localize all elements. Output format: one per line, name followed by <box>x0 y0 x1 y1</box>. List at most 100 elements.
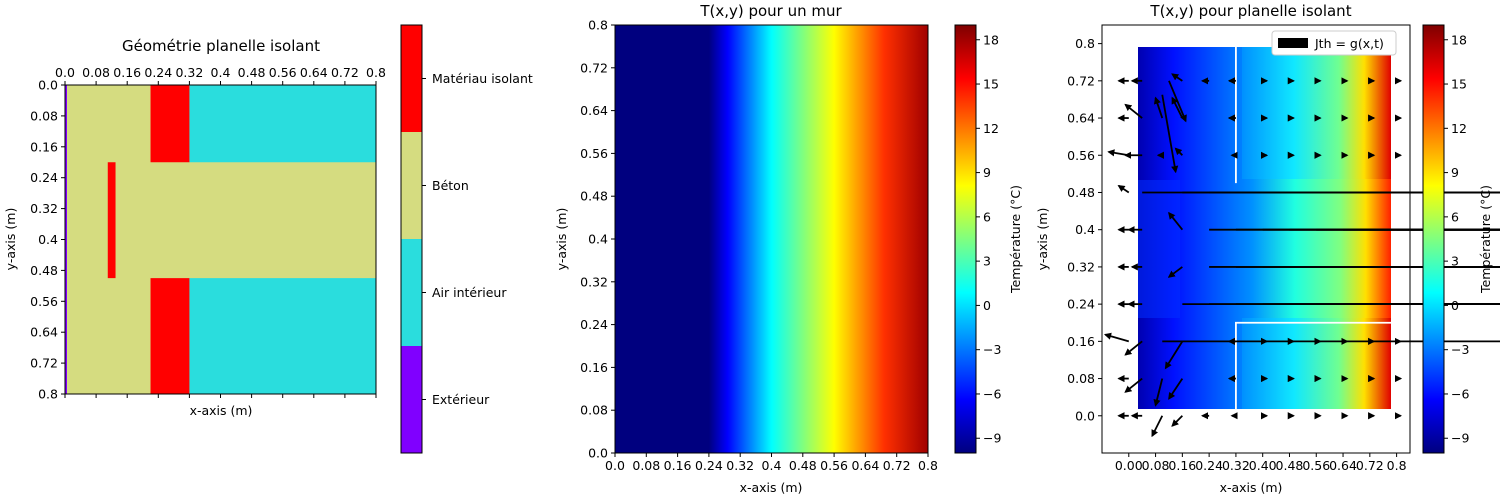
geometry-y-tick-label: 0.32 <box>30 201 58 216</box>
geometry-y-ticks: 0.0 0.08 0.16 0.24 0.32 0.4 0.48 0.56 0.64 0.72 0.… <box>30 78 65 402</box>
legend-box <box>1271 30 1397 56</box>
legend-arrow-swatch <box>1278 38 1308 48</box>
colorbar-tick-label: 0 <box>1451 298 1459 313</box>
planelle-x-label: x-axis (m) <box>1220 480 1283 495</box>
region-matériau-isolant <box>150 278 190 394</box>
wall-y-tick-label: 0.16 <box>580 360 608 375</box>
planelle-air-top-field <box>1242 47 1391 179</box>
geometry-x-tick-label: 0.72 <box>331 65 359 80</box>
colorbar-tick-label: 3 <box>983 254 991 269</box>
wall-y-tick-label: 0.0 <box>588 446 608 461</box>
wall-x-tick-label: 0.72 <box>883 458 911 473</box>
wall-x-label: x-axis (m) <box>740 480 803 495</box>
flux-arrow <box>1167 266 1183 278</box>
colorbar-tick-label: −3 <box>1451 342 1469 357</box>
flux-arrow <box>1153 378 1164 407</box>
planelle-x-tick-label: 0.72 <box>1356 458 1384 473</box>
planelle-y-tick-label: 0.56 <box>1067 148 1095 163</box>
region-extérieur <box>65 85 67 394</box>
flux-arrow <box>1124 340 1143 356</box>
planelle-y-tick-label: 0.0 <box>1075 408 1095 423</box>
geometry-y-tick-label: 0.24 <box>30 170 58 185</box>
wall-x-tick-label: 0.56 <box>820 458 848 473</box>
geometry-y-tick-label: 0.8 <box>38 387 58 402</box>
flux-arrow <box>1174 147 1183 156</box>
planelle-x-tick-label: 0.48 <box>1276 458 1304 473</box>
geometry-y-tick-label: 0.16 <box>30 139 58 154</box>
wall-x-tick-label: 0.8 <box>918 458 938 473</box>
planelle-x-tick-label: 0.56 <box>1302 458 1330 473</box>
region-matériau-isolant <box>150 85 190 163</box>
planelle-x-tick-label: 0.00 <box>1115 458 1143 473</box>
geometry-x-tick-label: 0.08 <box>82 65 110 80</box>
flux-arrow <box>1103 332 1130 343</box>
wall-x-tick-label: 0.0 <box>605 458 625 473</box>
planelle-x-tick-label: 0.40 <box>1249 458 1277 473</box>
wall-x-tick-label: 0.16 <box>664 458 692 473</box>
colorbar-tick-label: 6 <box>1451 209 1459 224</box>
geometry-y-tick-label: 0.48 <box>30 263 58 278</box>
planelle-y-tick-label: 0.08 <box>1067 371 1095 386</box>
geometry-x-tick-label: 0.4 <box>211 65 231 80</box>
flux-arrow <box>1168 211 1184 231</box>
planelle-colorbar <box>1422 24 1445 454</box>
geometry-colorbar-segment <box>401 346 422 453</box>
colorbar-tick-label: 12 <box>983 121 999 136</box>
geometry-x-tick-label: 0.24 <box>144 65 172 80</box>
wall-x-tick-label: 0.48 <box>789 458 817 473</box>
planelle-y-tick-label: 0.8 <box>1075 36 1095 51</box>
colorbar-tick-label: 18 <box>983 32 999 47</box>
geometry-colorbar-segment <box>401 132 422 239</box>
geometry-colorbar-segment <box>401 239 422 346</box>
legend-label: Jth = g(x,t) <box>1314 36 1384 51</box>
geometry-colorbar-label: Matériau isolant <box>432 71 533 86</box>
wall-y-tick-label: 0.24 <box>580 317 608 332</box>
flux-arrow <box>1171 73 1183 82</box>
wall-x-tick-label: 0.24 <box>695 458 723 473</box>
geometry-x-tick-label: 0.64 <box>300 65 328 80</box>
colorbar-tick-label: 12 <box>1451 121 1467 136</box>
wall-y-tick-label: 0.32 <box>580 274 608 289</box>
colorbar-tick-label: 3 <box>1451 254 1459 269</box>
planelle-cold-band <box>1138 180 1180 318</box>
geometry-y-tick-label: 0.4 <box>38 232 58 247</box>
wall-title: T(x,y) pour un mur <box>699 2 842 20</box>
planelle-y-ticks: 0.0 0.08 0.16 0.24 0.32 0.4 0.48 0.56 0.64 0.72 0.… <box>1067 36 1102 423</box>
planelle-temperature-field <box>1138 47 1391 409</box>
wall-y-tick-label: 0.4 <box>588 232 608 247</box>
geometry-colorbar-label: Air intérieur <box>432 285 507 300</box>
colorbar-tick-label: 18 <box>1451 32 1467 47</box>
geometry-colorbar: Extérieur Air intérieur Béton Matériau isol… <box>400 24 533 454</box>
wall-y-tick-label: 0.56 <box>580 146 608 161</box>
planelle-x-tick-label: 0.24 <box>1195 458 1223 473</box>
colorbar-tick-label: 6 <box>983 209 991 224</box>
flux-arrow <box>1124 377 1143 393</box>
wall-temperature-field <box>615 25 928 453</box>
wall-panel: T(x,y) pour un mur 0.0 0.08 0.16 0.24 0.32 0.… <box>554 2 1023 495</box>
wall-x-tick-label: 0.64 <box>851 458 879 473</box>
geometry-x-tick-label: 0.48 <box>238 65 266 80</box>
planelle-x-tick-label: 0.16 <box>1168 458 1196 473</box>
geometry-x-tick-label: 0.56 <box>269 65 297 80</box>
region-air-intérieur <box>189 85 376 163</box>
geometry-colorbar-frame <box>400 24 423 454</box>
geometry-y-tick-label: 0.64 <box>30 325 58 340</box>
region-air-intérieur <box>189 278 376 394</box>
planelle-frame <box>1101 24 1411 454</box>
colorbar-tick-label: −3 <box>983 342 1001 357</box>
geometry-y-label: y-axis (m) <box>3 208 18 271</box>
flux-arrow <box>1168 378 1184 400</box>
planelle-x-ticks: 0.000.080.160.240.320.400.480.560.640.72… <box>1115 453 1407 473</box>
flux-arrow <box>1151 415 1164 438</box>
planelle-y-tick-label: 0.72 <box>1067 73 1095 88</box>
flux-arrow <box>1164 340 1184 370</box>
planelle-y-label: y-axis (m) <box>1035 208 1050 271</box>
geometry-x-label: x-axis (m) <box>190 403 253 418</box>
air-region-outline <box>1235 321 1398 416</box>
wall-y-tick-label: 0.72 <box>580 60 608 75</box>
wall-x-ticks: 0.0 0.08 0.16 0.24 0.32 0.4 0.48 0.56 0.64 0.72 0.… <box>605 453 938 473</box>
wall-y-tick-label: 0.48 <box>580 189 608 204</box>
geometry-colorbar-label: Béton <box>432 178 469 193</box>
planelle-panel: T(x,y) pour planelle isolant 0.000.080.1… <box>1035 2 1500 495</box>
colorbar-tick-label: −6 <box>983 386 1001 401</box>
